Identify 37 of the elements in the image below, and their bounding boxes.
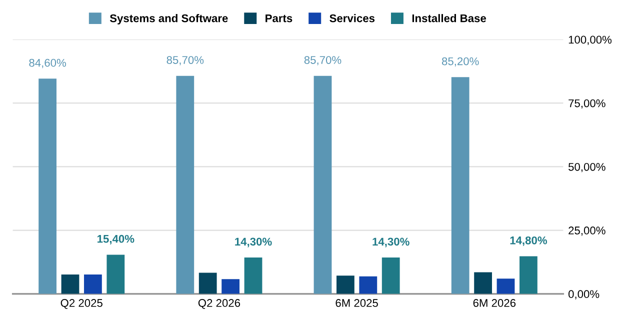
legend-label: Installed Base: [412, 14, 486, 22]
bar: [520, 256, 538, 294]
bar: [314, 76, 332, 294]
bar: [84, 274, 102, 294]
bar: [336, 276, 354, 294]
y-tick-label: 75,00%: [568, 99, 606, 109]
data-label: 85,70%: [304, 56, 342, 66]
x-tick-label: Q2 2025: [60, 299, 102, 309]
bar: [474, 272, 492, 294]
data-label: 14,30%: [372, 238, 410, 248]
bar: [198, 272, 217, 294]
y-tick-label: 0,00%: [568, 290, 600, 300]
bar: [496, 278, 515, 294]
data-label: 85,20%: [442, 57, 479, 67]
x-tick-label: 6M 2025: [336, 299, 378, 307]
bar: [222, 279, 240, 294]
legend-label: Parts: [266, 14, 292, 22]
data-label: 15,40%: [98, 234, 134, 244]
y-tick-label: 25,00%: [568, 226, 606, 236]
bar: [451, 77, 470, 294]
legend-label: Services: [330, 14, 375, 22]
bar: [106, 254, 125, 294]
y-tick-label: 100,00%: [568, 36, 612, 45]
bar: [38, 78, 56, 294]
x-tick-label: 6M 2026: [473, 299, 516, 307]
x-tick-label: Q2 2026: [198, 299, 240, 309]
bar: [61, 274, 80, 294]
data-label: 85,70%: [166, 56, 204, 66]
bar: [176, 76, 194, 294]
y-tick-label: 50,00%: [568, 162, 606, 172]
data-label: 14,30%: [235, 238, 272, 248]
data-label: 84,60%: [29, 58, 66, 68]
data-label: 14,80%: [510, 236, 548, 246]
bar: [359, 276, 378, 294]
bar: [244, 258, 262, 294]
bar: [382, 258, 400, 294]
legend-label: Systems and Software: [110, 14, 228, 24]
